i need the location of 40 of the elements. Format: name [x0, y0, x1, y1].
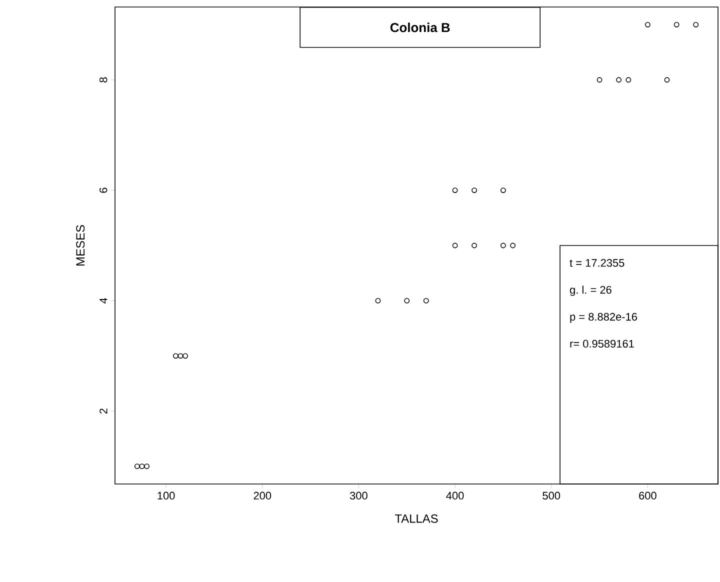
point	[178, 353, 184, 359]
point	[674, 22, 680, 28]
y-tick-label: 2	[100, 408, 108, 414]
point	[182, 353, 188, 359]
annotation: g. l. = 26	[570, 286, 612, 296]
point	[139, 464, 145, 470]
y-axis-title: MESES	[76, 225, 85, 266]
text: Colonia B	[390, 22, 450, 32]
annotation: r= 0.9589161	[570, 340, 634, 348]
x-tick-label: 600	[639, 492, 656, 500]
point	[644, 22, 650, 28]
point	[452, 188, 458, 193]
x-tick-label: 200	[254, 492, 272, 500]
point	[134, 464, 140, 470]
point	[664, 77, 670, 83]
point	[144, 464, 150, 470]
annotation: t = 17.2355	[570, 259, 624, 267]
point	[510, 242, 516, 248]
point	[500, 242, 506, 248]
point	[172, 353, 178, 359]
x-tick-label: 500	[542, 492, 560, 500]
x-axis-title: TALLAS	[394, 514, 438, 523]
point	[616, 77, 622, 83]
x-tick-label: 100	[158, 492, 175, 500]
point	[404, 298, 410, 304]
x-tick-label: 400	[446, 492, 464, 500]
y-tick-label: 6	[99, 188, 108, 193]
point	[626, 77, 632, 83]
point	[452, 242, 458, 248]
annotation: p = 8.882e-16	[570, 312, 637, 323]
point	[693, 22, 699, 28]
point	[472, 188, 477, 193]
point	[596, 77, 602, 83]
y-tick-label: 8	[99, 77, 108, 82]
x-tick-label: 300	[350, 492, 368, 500]
point	[472, 242, 477, 248]
y-tick-label: 4	[100, 298, 108, 304]
point	[500, 188, 506, 193]
point	[375, 298, 381, 304]
point	[423, 298, 429, 304]
